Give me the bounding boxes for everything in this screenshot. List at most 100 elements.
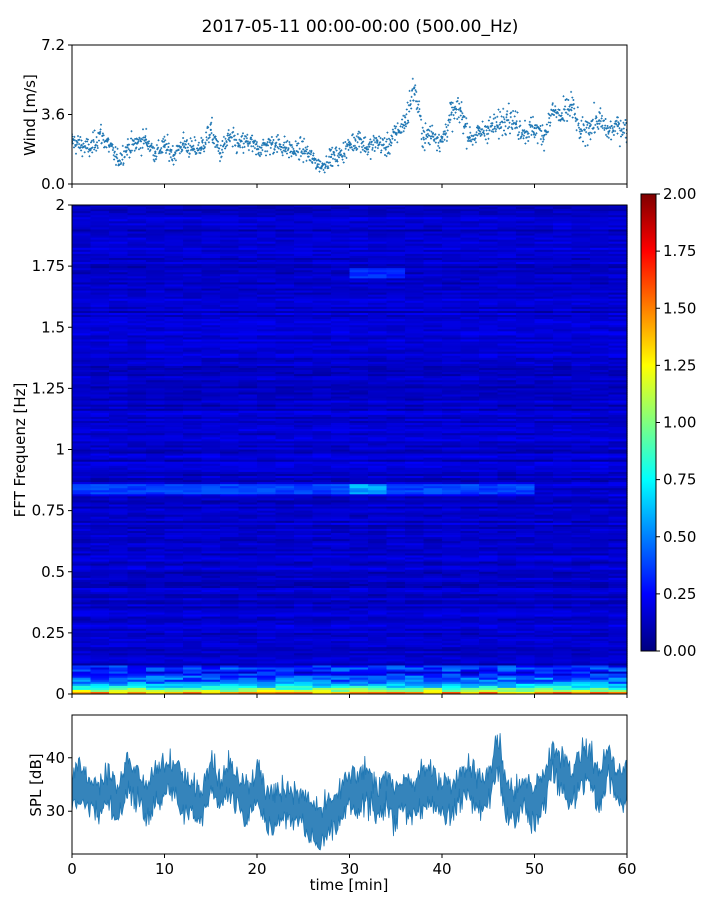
spectrogram-cell xyxy=(571,312,591,316)
spectrogram-cell xyxy=(349,363,369,367)
spectrogram-cell xyxy=(460,500,480,503)
spectrogram-cell xyxy=(257,416,277,420)
spectrogram-cell xyxy=(571,441,591,444)
spectrogram-cell xyxy=(201,384,221,387)
spectrogram-cell xyxy=(109,215,129,218)
spectrogram-cell xyxy=(571,345,591,349)
spectrogram-cell xyxy=(257,317,277,320)
spectrogram-cell xyxy=(201,365,221,369)
spectrogram-cell xyxy=(497,478,517,481)
spectrogram-cell xyxy=(127,484,147,487)
spectrogram-cell xyxy=(386,325,406,328)
spectrogram-cell xyxy=(460,494,480,497)
spectrogram-cell xyxy=(608,496,628,499)
spectrogram-cell xyxy=(72,416,92,420)
spectrogram-cell xyxy=(423,528,443,532)
spectrogram-cell xyxy=(109,339,129,342)
spectrogram-cell xyxy=(405,420,425,424)
spectrogram-cell xyxy=(164,380,184,383)
spectrogram-cell xyxy=(534,520,554,524)
spectrogram-cell xyxy=(405,341,425,344)
spectrogram-cell xyxy=(590,211,610,214)
spectrogram-cell xyxy=(90,229,110,232)
spectrogram-cell xyxy=(164,478,184,481)
spectrogram-cell xyxy=(386,533,406,536)
spectrogram-cell xyxy=(294,312,314,316)
spectrogram-cell xyxy=(164,323,184,326)
spectrogram-cell xyxy=(238,351,258,355)
spectrogram-cell xyxy=(590,500,610,503)
spectrogram-cell xyxy=(90,431,110,434)
spectrogram-cell xyxy=(312,262,332,265)
spectrogram-cell xyxy=(312,321,332,324)
spectrogram-cell xyxy=(294,496,314,499)
spectrogram-cell xyxy=(127,365,147,369)
spectrogram-cell xyxy=(90,510,110,514)
spectrogram-cell xyxy=(497,480,517,483)
spectrogram-cell xyxy=(386,478,406,481)
spectrogram-cell xyxy=(90,400,110,404)
spectrogram-cell xyxy=(275,237,295,241)
spectrogram-cell xyxy=(553,449,573,452)
spectrogram-cell xyxy=(146,478,166,481)
spectrogram-cell xyxy=(312,241,332,245)
spectrogram-cell xyxy=(331,526,351,530)
spectrogram-cell xyxy=(146,445,166,448)
spectrogram-cell xyxy=(349,418,369,422)
spectrogram-cell xyxy=(405,235,425,238)
spectrogram-cell xyxy=(294,270,314,273)
spectrogram-cell xyxy=(534,251,554,255)
spectrogram-cell xyxy=(349,325,369,328)
spectrogram-cell xyxy=(109,335,129,338)
spectrogram-cell xyxy=(349,337,369,340)
spectrogram-cell xyxy=(201,253,221,257)
spectrogram-cell xyxy=(442,274,462,277)
spectrogram-cell xyxy=(146,255,166,259)
spectrogram-cell xyxy=(479,425,499,428)
spectrogram-cell xyxy=(386,347,406,351)
spectrogram-cell xyxy=(386,465,406,469)
spectrogram-cell xyxy=(294,229,314,232)
spectrogram-cell xyxy=(590,304,610,308)
spectrogram-cell xyxy=(127,327,147,330)
spectrogram-cell xyxy=(590,492,610,495)
spectrogram-cell xyxy=(257,255,277,259)
spectrogram-cell xyxy=(590,431,610,434)
spectrogram-cell xyxy=(423,498,443,501)
spectrogram-cell xyxy=(146,290,166,294)
spectrogram-cell xyxy=(590,341,610,344)
spectrogram-cell xyxy=(294,304,314,308)
spectrogram-cell xyxy=(497,308,517,312)
spectrogram-cell xyxy=(442,504,462,507)
spectrogram-cell xyxy=(238,528,258,532)
spectrogram-cell xyxy=(238,447,258,450)
spectrogram-cell xyxy=(275,522,295,526)
spectrogram-cell xyxy=(312,290,332,294)
spectrogram-cell xyxy=(331,211,351,214)
spectrogram-cell xyxy=(479,518,499,522)
spectrogram-cell xyxy=(386,217,406,220)
spectrogram-cell xyxy=(72,429,92,432)
spectrogram-cell xyxy=(275,294,295,298)
spectrogram-cell xyxy=(368,451,388,454)
spectrogram-cell xyxy=(257,249,277,253)
spectrogram-cell xyxy=(368,270,388,273)
spectrogram-cell xyxy=(349,486,369,489)
spectrogram-cell xyxy=(72,255,92,259)
spectrogram-cell xyxy=(386,249,406,253)
spectrogram-cell xyxy=(331,217,351,220)
spectrogram-cell xyxy=(275,331,295,334)
spectrogram-cell xyxy=(220,253,240,257)
spectrogram-cell xyxy=(72,522,92,526)
spectrogram-cell xyxy=(164,298,184,302)
spectrogram-cell xyxy=(127,522,147,526)
spectrogram-cell xyxy=(534,482,554,485)
spectrogram-cell xyxy=(294,325,314,328)
spectrogram-cell xyxy=(257,280,277,283)
spectrogram-cell xyxy=(423,445,443,448)
spectrogram-cell xyxy=(516,323,536,326)
spectrogram-cell xyxy=(608,331,628,334)
spectrogram-cell xyxy=(534,400,554,404)
spectrogram-cell xyxy=(201,445,221,448)
spectrogram-cell xyxy=(201,312,221,316)
